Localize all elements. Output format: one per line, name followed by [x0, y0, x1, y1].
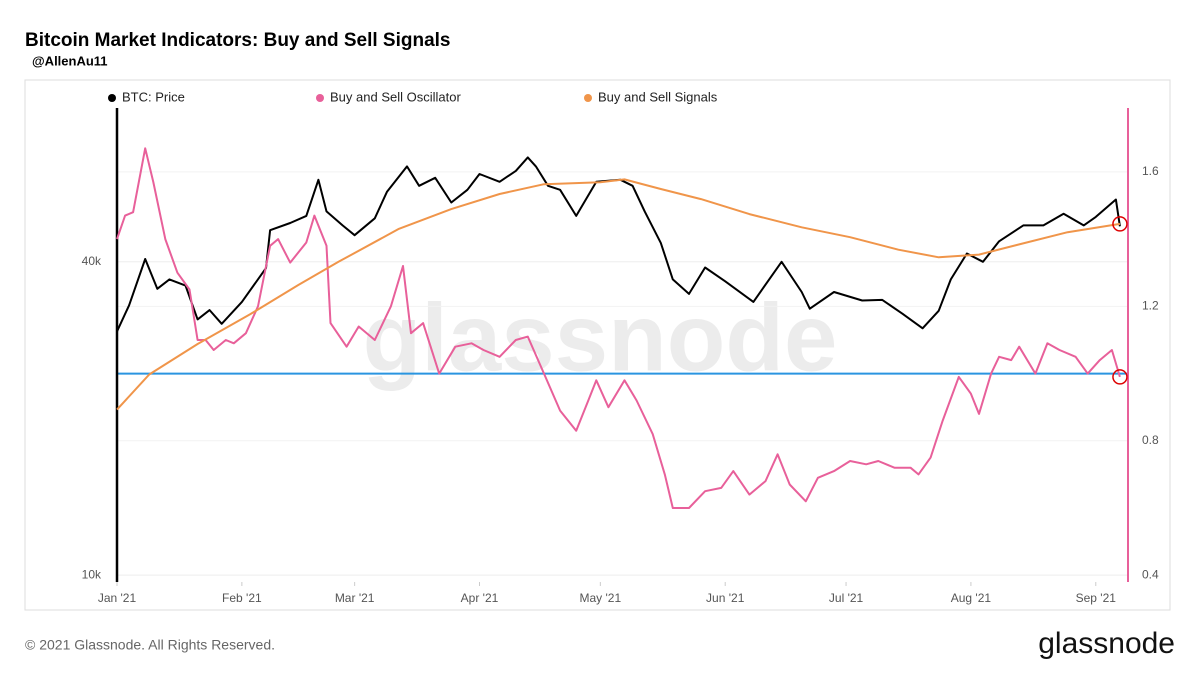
y-tick-label: 10k: [82, 567, 102, 581]
chart-subtitle: @AllenAu11: [32, 53, 108, 68]
x-tick-label: Apr '21: [461, 591, 499, 605]
legend-marker: [316, 94, 324, 102]
y2-tick-label: 1.6: [1142, 164, 1159, 178]
highlight-marker: [1112, 216, 1128, 232]
y2-tick-label: 1.2: [1142, 299, 1159, 313]
chart-title: Bitcoin Market Indicators: Buy and Sell …: [25, 30, 450, 51]
x-tick-label: Sep '21: [1076, 591, 1117, 605]
logo: glassnode: [1038, 627, 1175, 660]
legend-label: Buy and Sell Signals: [598, 89, 718, 104]
series-line: [116, 178, 1121, 411]
x-tick-label: Mar '21: [335, 591, 375, 605]
y2-tick-label: 0.8: [1142, 433, 1159, 447]
x-tick-label: Jan '21: [98, 591, 137, 605]
legend-marker: [584, 94, 592, 102]
x-tick-label: Jul '21: [829, 591, 864, 605]
y2-tick-label: 0.4: [1142, 567, 1159, 581]
x-tick-label: Jun '21: [706, 591, 745, 605]
x-tick-label: May '21: [580, 591, 622, 605]
legend-label: Buy and Sell Oscillator: [330, 89, 461, 104]
series-line: [116, 147, 1121, 509]
watermark: glassnode: [363, 284, 838, 391]
highlight-marker: [1112, 369, 1128, 385]
x-tick-label: Aug '21: [951, 591, 992, 605]
legend-marker: [108, 94, 116, 102]
legend-label: BTC: Price: [122, 89, 185, 104]
x-tick-label: Feb '21: [222, 591, 262, 605]
footer: © 2021 Glassnode. All Rights Reserved.: [25, 637, 275, 653]
plot-frame: [24, 79, 1171, 611]
y-tick-label: 40k: [82, 254, 102, 268]
